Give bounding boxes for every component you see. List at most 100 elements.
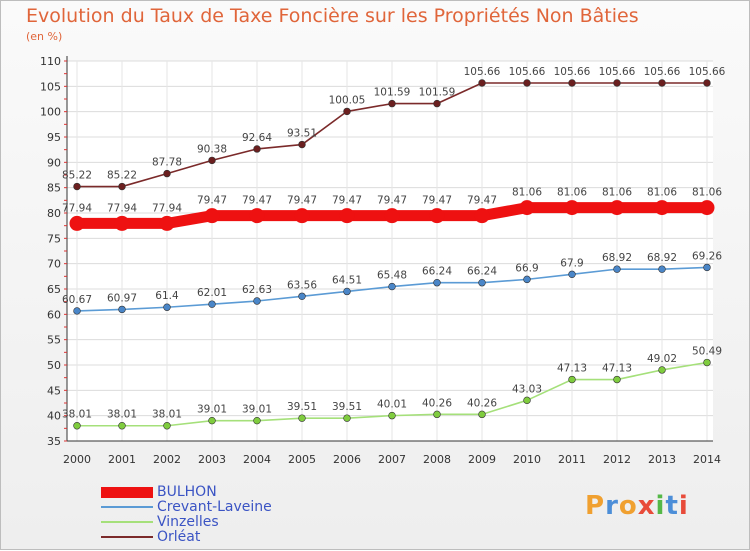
data-point-crevant-laveine [163, 303, 171, 311]
y-tick-label: 70 [47, 258, 61, 271]
y-tick-label: 65 [47, 283, 61, 296]
data-label-crevant-laveine: 62.63 [242, 284, 272, 296]
data-label-bulhon: 79.47 [287, 195, 317, 207]
data-label-orl-at: 92.64 [242, 132, 272, 144]
legend-swatch [101, 506, 153, 508]
data-point-vinzelles [118, 422, 126, 430]
data-point-bulhon [519, 200, 535, 216]
data-label-bulhon: 79.47 [422, 195, 452, 207]
data-label-vinzelles: 40.01 [377, 399, 407, 411]
data-point-bulhon [654, 200, 670, 216]
chart-unit-label: (en %) [26, 30, 63, 43]
data-point-crevant-laveine [433, 279, 441, 287]
data-label-vinzelles: 49.02 [647, 353, 677, 365]
proxiti-logo: Proxiti [585, 491, 689, 521]
data-point-crevant-laveine [298, 292, 306, 300]
legend-label: Crevant-Laveine [157, 499, 272, 515]
data-label-orl-at: 105.66 [644, 66, 681, 78]
legend-swatch [101, 486, 153, 498]
data-label-crevant-laveine: 64.51 [332, 274, 362, 286]
data-point-vinzelles [478, 410, 486, 419]
data-label-orl-at: 85.22 [62, 170, 92, 182]
x-tick-label: 2002 [153, 453, 181, 466]
data-point-orl-at [523, 79, 531, 87]
data-label-vinzelles: 40.26 [422, 397, 452, 409]
data-label-crevant-laveine: 63.56 [287, 279, 317, 291]
data-point-orl-at [433, 99, 441, 108]
data-label-bulhon: 81.06 [692, 187, 722, 199]
data-label-orl-at: 87.78 [152, 157, 182, 169]
x-tick-label: 2006 [333, 453, 361, 466]
data-point-vinzelles [568, 375, 576, 384]
legend-swatch [101, 521, 153, 523]
x-tick-label: 2000 [63, 453, 91, 466]
data-point-orl-at [568, 79, 576, 87]
data-label-vinzelles: 50.49 [692, 346, 722, 358]
x-tick-label: 2001 [108, 453, 136, 466]
data-point-bulhon [294, 208, 310, 224]
data-label-vinzelles: 47.13 [602, 363, 632, 375]
data-label-orl-at: 100.05 [329, 94, 366, 106]
data-point-bulhon [114, 215, 130, 231]
data-point-crevant-laveine [253, 297, 261, 305]
data-point-bulhon [159, 215, 175, 231]
data-label-orl-at: 85.22 [107, 170, 137, 182]
chart-title: Evolution du Taux de Taxe Foncière sur l… [26, 5, 639, 27]
data-label-crevant-laveine: 60.97 [107, 292, 137, 304]
data-point-crevant-laveine [613, 265, 621, 273]
y-tick-label: 85 [47, 182, 61, 195]
data-point-bulhon [204, 208, 220, 224]
data-point-bulhon [384, 208, 400, 224]
y-tick-label: 110 [40, 55, 61, 68]
y-tick-label: 90 [47, 156, 61, 169]
data-label-orl-at: 93.51 [287, 128, 317, 140]
data-point-crevant-laveine [703, 263, 711, 272]
data-point-vinzelles [523, 396, 531, 405]
data-label-orl-at: 105.66 [599, 66, 636, 78]
data-label-bulhon: 81.06 [647, 187, 677, 199]
data-label-vinzelles: 40.26 [467, 397, 497, 409]
data-label-vinzelles: 38.01 [62, 409, 92, 421]
data-label-crevant-laveine: 62.01 [197, 287, 227, 299]
data-point-vinzelles [73, 422, 81, 430]
x-tick-label: 2012 [603, 453, 631, 466]
data-point-orl-at [658, 79, 666, 87]
data-point-crevant-laveine [658, 265, 666, 273]
data-point-orl-at [703, 79, 711, 87]
data-point-orl-at [388, 99, 396, 108]
data-point-bulhon [339, 208, 355, 224]
x-tick-label: 2011 [558, 453, 586, 466]
data-point-vinzelles [388, 411, 396, 420]
y-tick-label: 55 [47, 334, 61, 347]
data-label-bulhon: 81.06 [602, 187, 632, 199]
data-label-orl-at: 101.59 [374, 87, 411, 99]
data-point-bulhon [699, 200, 715, 216]
data-label-bulhon: 77.94 [152, 202, 182, 214]
data-label-vinzelles: 39.01 [197, 404, 227, 416]
data-label-crevant-laveine: 60.67 [62, 294, 92, 306]
y-tick-label: 60 [47, 308, 61, 321]
data-point-orl-at [208, 156, 216, 165]
data-label-bulhon: 77.94 [107, 202, 137, 214]
data-point-crevant-laveine [343, 287, 351, 296]
data-label-crevant-laveine: 69.26 [692, 250, 722, 262]
y-tick-label: 45 [47, 384, 61, 397]
data-label-bulhon: 77.94 [62, 202, 92, 214]
data-label-bulhon: 79.47 [242, 195, 272, 207]
data-label-orl-at: 105.66 [554, 66, 591, 78]
data-point-crevant-laveine [73, 307, 81, 315]
data-label-vinzelles: 43.03 [512, 383, 542, 395]
data-label-crevant-laveine: 68.92 [647, 252, 677, 264]
data-point-bulhon [249, 208, 265, 224]
data-label-crevant-laveine: 66.24 [422, 266, 452, 278]
data-label-crevant-laveine: 68.92 [602, 252, 632, 264]
data-point-orl-at [298, 140, 306, 149]
data-label-bulhon: 81.06 [512, 187, 542, 199]
y-tick-label: 50 [47, 359, 61, 372]
data-label-bulhon: 81.06 [557, 187, 587, 199]
y-tick-label: 105 [40, 80, 61, 93]
data-label-orl-at: 105.66 [464, 66, 501, 78]
data-label-vinzelles: 38.01 [107, 409, 137, 421]
data-point-bulhon [609, 200, 625, 216]
